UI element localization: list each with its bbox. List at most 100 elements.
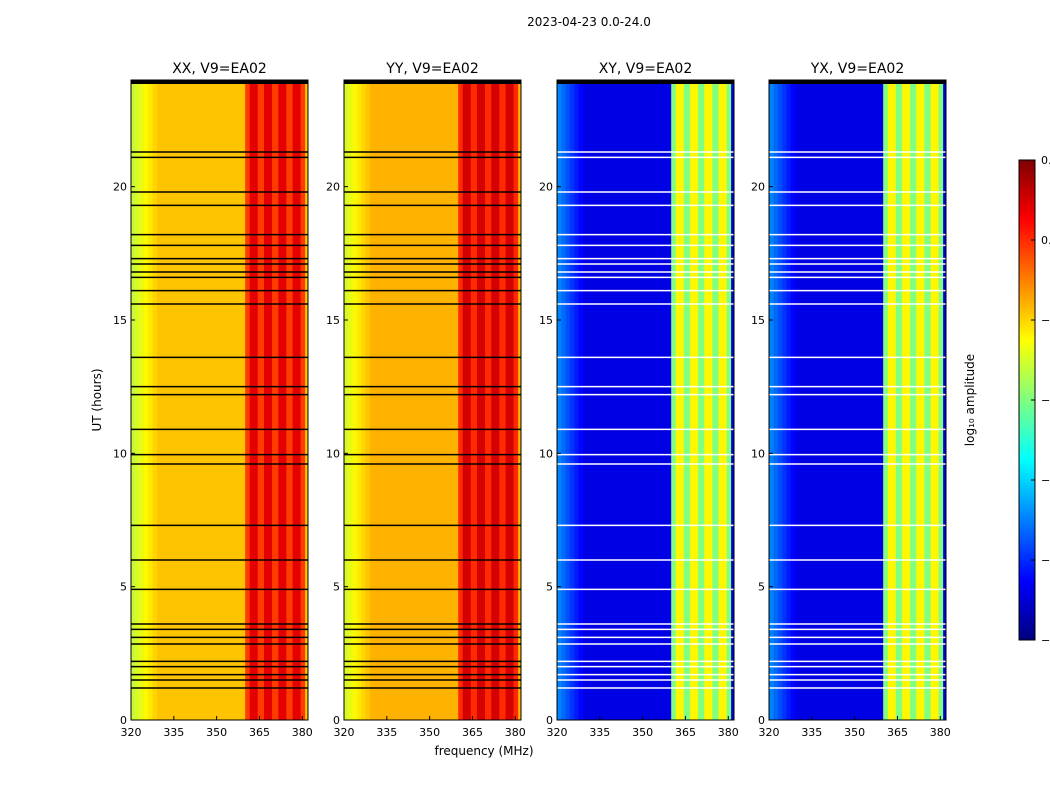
heatmap-edge-strip (352, 80, 358, 720)
x-tick-label: 320 (547, 726, 568, 739)
heatmap-top-edge (344, 80, 521, 84)
heatmap-top-edge (769, 80, 946, 84)
colorbar-label: log₁₀ amplitude (963, 354, 977, 446)
y-axis-label: UT (hours) (90, 368, 104, 431)
x-tick-label: 335 (589, 726, 610, 739)
y-tick-label: 20 (751, 181, 765, 194)
colorbar-tick-label: 0.5 (1041, 154, 1050, 167)
x-tick-label: 380 (718, 726, 739, 739)
heatmap-edge-strip (777, 80, 783, 720)
y-tick-label: 5 (120, 581, 127, 594)
x-tick-label: 350 (419, 726, 440, 739)
x-axis-label: frequency (MHz) (434, 744, 533, 758)
colorbar-ticks: 0.5 0.0 −0.5 −1.0 −1.5 −2.0 −2.5 (1031, 154, 1050, 647)
rfi-channel (477, 80, 486, 720)
panel-frame (130, 79, 309, 721)
x-tick-label: 365 (462, 726, 483, 739)
y-tick-label: 10 (113, 447, 127, 460)
rfi-channel (292, 80, 301, 720)
rfi-channel (675, 80, 684, 720)
panel-yy: YY, V9=EA02 320 335 350 365 380 0 5 10 15 20 (326, 61, 526, 739)
x-tick-label: 365 (249, 726, 270, 739)
heatmap-edge-strip (348, 80, 354, 720)
rfi-channel (916, 80, 925, 720)
panel-frame (556, 79, 735, 721)
panel-title: YY, V9=EA02 (385, 61, 478, 77)
heatmap-edge-strip (561, 80, 567, 720)
colorbar-tick-label: −0.5 (1041, 314, 1050, 327)
y-tick-label: 0 (333, 714, 340, 727)
rfi-channel (930, 80, 939, 720)
heatmap-edge-strip (365, 80, 371, 720)
x-tick-label: 365 (887, 726, 908, 739)
heatmap-edge-strip (786, 80, 791, 720)
x-tick-label: 335 (376, 726, 397, 739)
x-tick-label: 380 (505, 726, 526, 739)
heatmap-edge-strip (565, 80, 571, 720)
panel-title: XY, V9=EA02 (599, 61, 693, 77)
y-tick-label: 10 (751, 447, 765, 460)
heatmap-edge-strip (143, 80, 149, 720)
y-tick-label: 20 (539, 181, 553, 194)
rfi-channel (491, 80, 500, 720)
panel-frame (768, 79, 947, 721)
colorbar-tick-label: −2.0 (1041, 554, 1050, 567)
colorbar-tick-label: −1.5 (1041, 474, 1050, 487)
y-tick-label: 10 (326, 447, 340, 460)
rfi-channel (718, 80, 727, 720)
y-tick-label: 0 (546, 714, 553, 727)
x-tick-label: 350 (206, 726, 227, 739)
heatmap-edge-strip (152, 80, 158, 720)
y-tick-label: 20 (113, 181, 127, 194)
y-tick-label: 15 (539, 314, 553, 327)
heatmap-edge-strip (361, 80, 366, 720)
y-tick-label: 15 (113, 314, 127, 327)
y-tick-label: 0 (758, 714, 765, 727)
heatmap-edge-strip (578, 80, 584, 720)
y-tick-label: 15 (326, 314, 340, 327)
x-tick-label: 320 (334, 726, 355, 739)
heatmap-edge-strip (135, 80, 141, 720)
heatmap-edge-strip (344, 80, 349, 720)
y-tick-label: 5 (333, 581, 340, 594)
rfi-channel (690, 80, 699, 720)
heatmap-edge-strip (769, 80, 774, 720)
panel-title: YX, V9=EA02 (810, 61, 905, 77)
y-tick-label: 5 (546, 581, 553, 594)
colorbar-tick-label: −2.5 (1041, 634, 1050, 647)
rfi-channel (902, 80, 911, 720)
heatmap-edge-strip (139, 80, 145, 720)
x-tick-label: 350 (632, 726, 653, 739)
heatmap-edge-strip (356, 80, 362, 720)
heatmap-edge-strip (574, 80, 579, 720)
rfi-channel (249, 80, 258, 720)
rfi-channel (505, 80, 514, 720)
x-tick-label: 335 (163, 726, 184, 739)
rfi-channel (278, 80, 287, 720)
x-tick-label: 320 (121, 726, 142, 739)
panel-title: XX, V9=EA02 (172, 61, 267, 77)
x-tick-label: 380 (930, 726, 951, 739)
heatmap-edge-strip (569, 80, 575, 720)
x-tick-label: 320 (759, 726, 780, 739)
x-tick-label: 350 (844, 726, 865, 739)
colorbar: 0.5 0.0 −0.5 −1.0 −1.5 −2.0 −2.5 log₁₀ amplitu… (963, 154, 1050, 647)
rfi-channel (462, 80, 471, 720)
rfi-channel (264, 80, 273, 720)
heatmap-top-edge (557, 80, 734, 84)
panel-frame (343, 79, 522, 721)
heatmap-top-edge (131, 80, 308, 84)
figure-suptitle: 2023-04-23 0.0-24.0 (527, 15, 651, 29)
x-tick-label: 380 (292, 726, 313, 739)
panel-xy: XY, V9=EA02 320 335 350 365 380 0 5 10 15 20 (539, 61, 739, 739)
x-tick-label: 365 (675, 726, 696, 739)
y-tick-label: 0 (120, 714, 127, 727)
heatmap-edge-strip (557, 80, 562, 720)
rfi-channel (887, 80, 896, 720)
panel-xx: XX, V9=EA02 320 335 350 365 380 0 5 10 15 20 (113, 61, 313, 739)
heatmap-edge-strip (148, 80, 153, 720)
heatmap-edge-strip (790, 80, 796, 720)
y-tick-label: 20 (326, 181, 340, 194)
